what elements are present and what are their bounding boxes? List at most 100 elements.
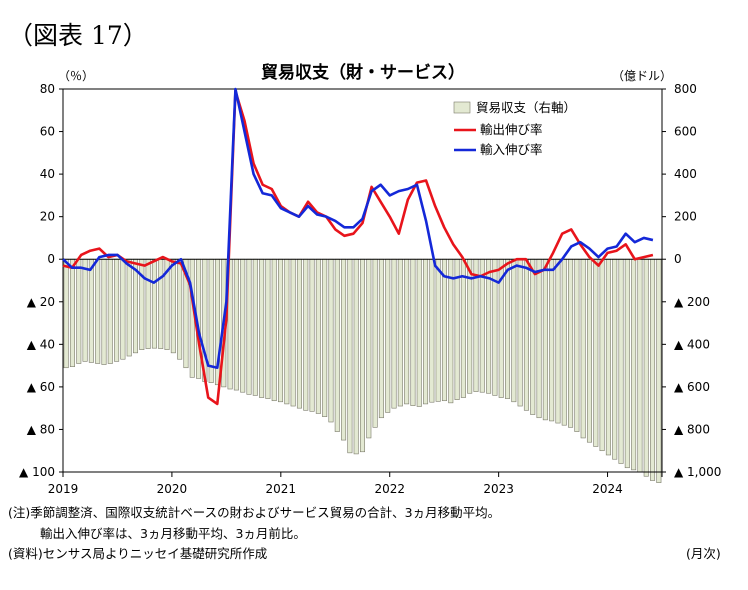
trade-balance-bar [259,258,265,398]
trade-balance-bar [353,258,359,455]
trade-balance-bar [240,258,246,393]
y-right-tick-label: 400 [674,167,697,181]
trade-balance-bar [605,258,611,456]
trade-balance-bar [618,258,624,464]
y-left-tick-label: 40 [40,167,55,181]
legend-label-bar: 貿易収支（右軸） [476,100,576,115]
trade-balance-bar [284,258,290,405]
trade-balance-bar [423,258,429,405]
trade-balance-bar [385,258,391,413]
lines-layer [62,87,654,406]
trade-balance-bar [454,258,460,400]
x-unit-label: (月次) [686,546,721,561]
bars-layer [63,258,662,483]
trade-balance-bar [511,258,517,403]
trade-balance-bar [631,258,637,471]
trade-balance-bar [530,258,536,415]
trade-balance-bar [114,258,120,362]
trade-balance-bar [580,258,586,439]
trade-balance-bar [208,258,214,383]
figure-label: （図表 17） [8,21,148,50]
legend-swatch-bar [453,101,471,114]
chart-title: 貿易収支（財・サービス） [261,62,465,83]
x-tick-label: 2020 [157,482,188,496]
trade-balance-bar [82,258,88,362]
y-right-unit: （億ドル） [612,69,672,83]
trade-balance-bar [278,258,284,403]
trade-balance-bar [347,258,353,454]
trade-balance-bar [561,258,567,426]
trade-balance-bar [517,258,523,407]
y-left-tick-label: 60 [40,125,55,139]
trade-balance-bar [624,258,630,469]
trade-balance-bar [107,258,113,364]
trade-balance-bar [76,258,82,364]
trade-balance-bar [404,258,410,405]
trade-balance-bar [612,258,618,460]
x-tick-label: 2019 [48,482,79,496]
x-tick-label: 2024 [592,482,623,496]
y-right-tick-label: ▲ 1,000 [674,465,721,479]
trade-balance-bar [593,258,599,447]
trade-balance-bar [555,258,561,424]
trade-balance-bar [246,258,252,395]
trade-balance-bar [448,258,454,404]
trade-balance-bar [359,258,366,453]
y-right-tick-label: 200 [674,210,697,224]
y-left-tick-label: ▲ 20 [27,295,55,309]
y-right-tick-label: ▲ 200 [674,295,710,309]
x-tick-label: 2022 [374,482,405,496]
y-left-unit: （％） [58,69,94,83]
trade-balance-bar [637,258,643,473]
y-left-tick-label: 80 [40,82,55,96]
trade-balance-bar [133,258,139,354]
y-left-tick-label: 20 [40,210,55,224]
trade-balance-bar [126,258,132,357]
trade-balance-bar [252,258,258,396]
trade-balance-bar [322,258,328,417]
trade-balance-bar [473,258,479,392]
trade-balance-bar [265,258,271,399]
trade-balance-bar [549,258,555,422]
trade-balance-bar [536,258,542,419]
trade-balance-bar [586,258,592,443]
x-tick-label: 2021 [266,482,297,496]
trade-balance-bar [303,258,309,411]
trade-balance-bar [372,258,378,428]
trade-balance-bar [416,258,422,407]
trade-balance-bar [643,258,649,477]
legend-label-import: 輸入伸び率 [480,142,543,157]
trade-balance-bar [460,258,466,398]
trade-balance-bar [296,258,302,409]
trade-balance-bar [189,258,195,378]
trade-balance-bar [95,258,101,364]
trade-balance-bar [309,258,315,412]
trade-balance-bar [151,258,157,349]
trade-balance-bar [429,258,435,403]
trade-balance-bar [650,258,656,481]
legend-label-export: 輸出伸び率 [480,122,543,137]
y-right-tick-label: ▲ 400 [674,337,710,351]
trade-balance-bar [441,258,447,402]
y-left-tick-label: ▲ 100 [19,465,55,479]
import-growth-line [62,87,654,370]
trade-balance-bar [158,258,164,349]
trade-balance-bar [145,258,151,349]
source-note: (資料)センサス局よりニッセイ基礎研究所作成 [8,546,268,561]
trade-balance-bar [290,258,296,407]
trade-balance-bar [177,258,183,360]
trade-balance-bar [397,258,403,407]
trade-balance-bar [233,258,239,391]
trade-balance-bar [120,258,126,360]
note-line-2: 輸出入伸び率は、3ヵ月移動平均、3ヵ月前比。 [40,526,306,541]
y-right-tick-label: 0 [674,252,682,266]
trade-balance-bar [505,258,511,399]
x-tick-label: 2023 [483,482,514,496]
trade-balance-bar [391,258,397,409]
trade-balance-bar [315,258,321,414]
trade-balance-bar [656,258,662,483]
plot-frame [62,88,663,473]
export-growth-line [62,89,654,406]
